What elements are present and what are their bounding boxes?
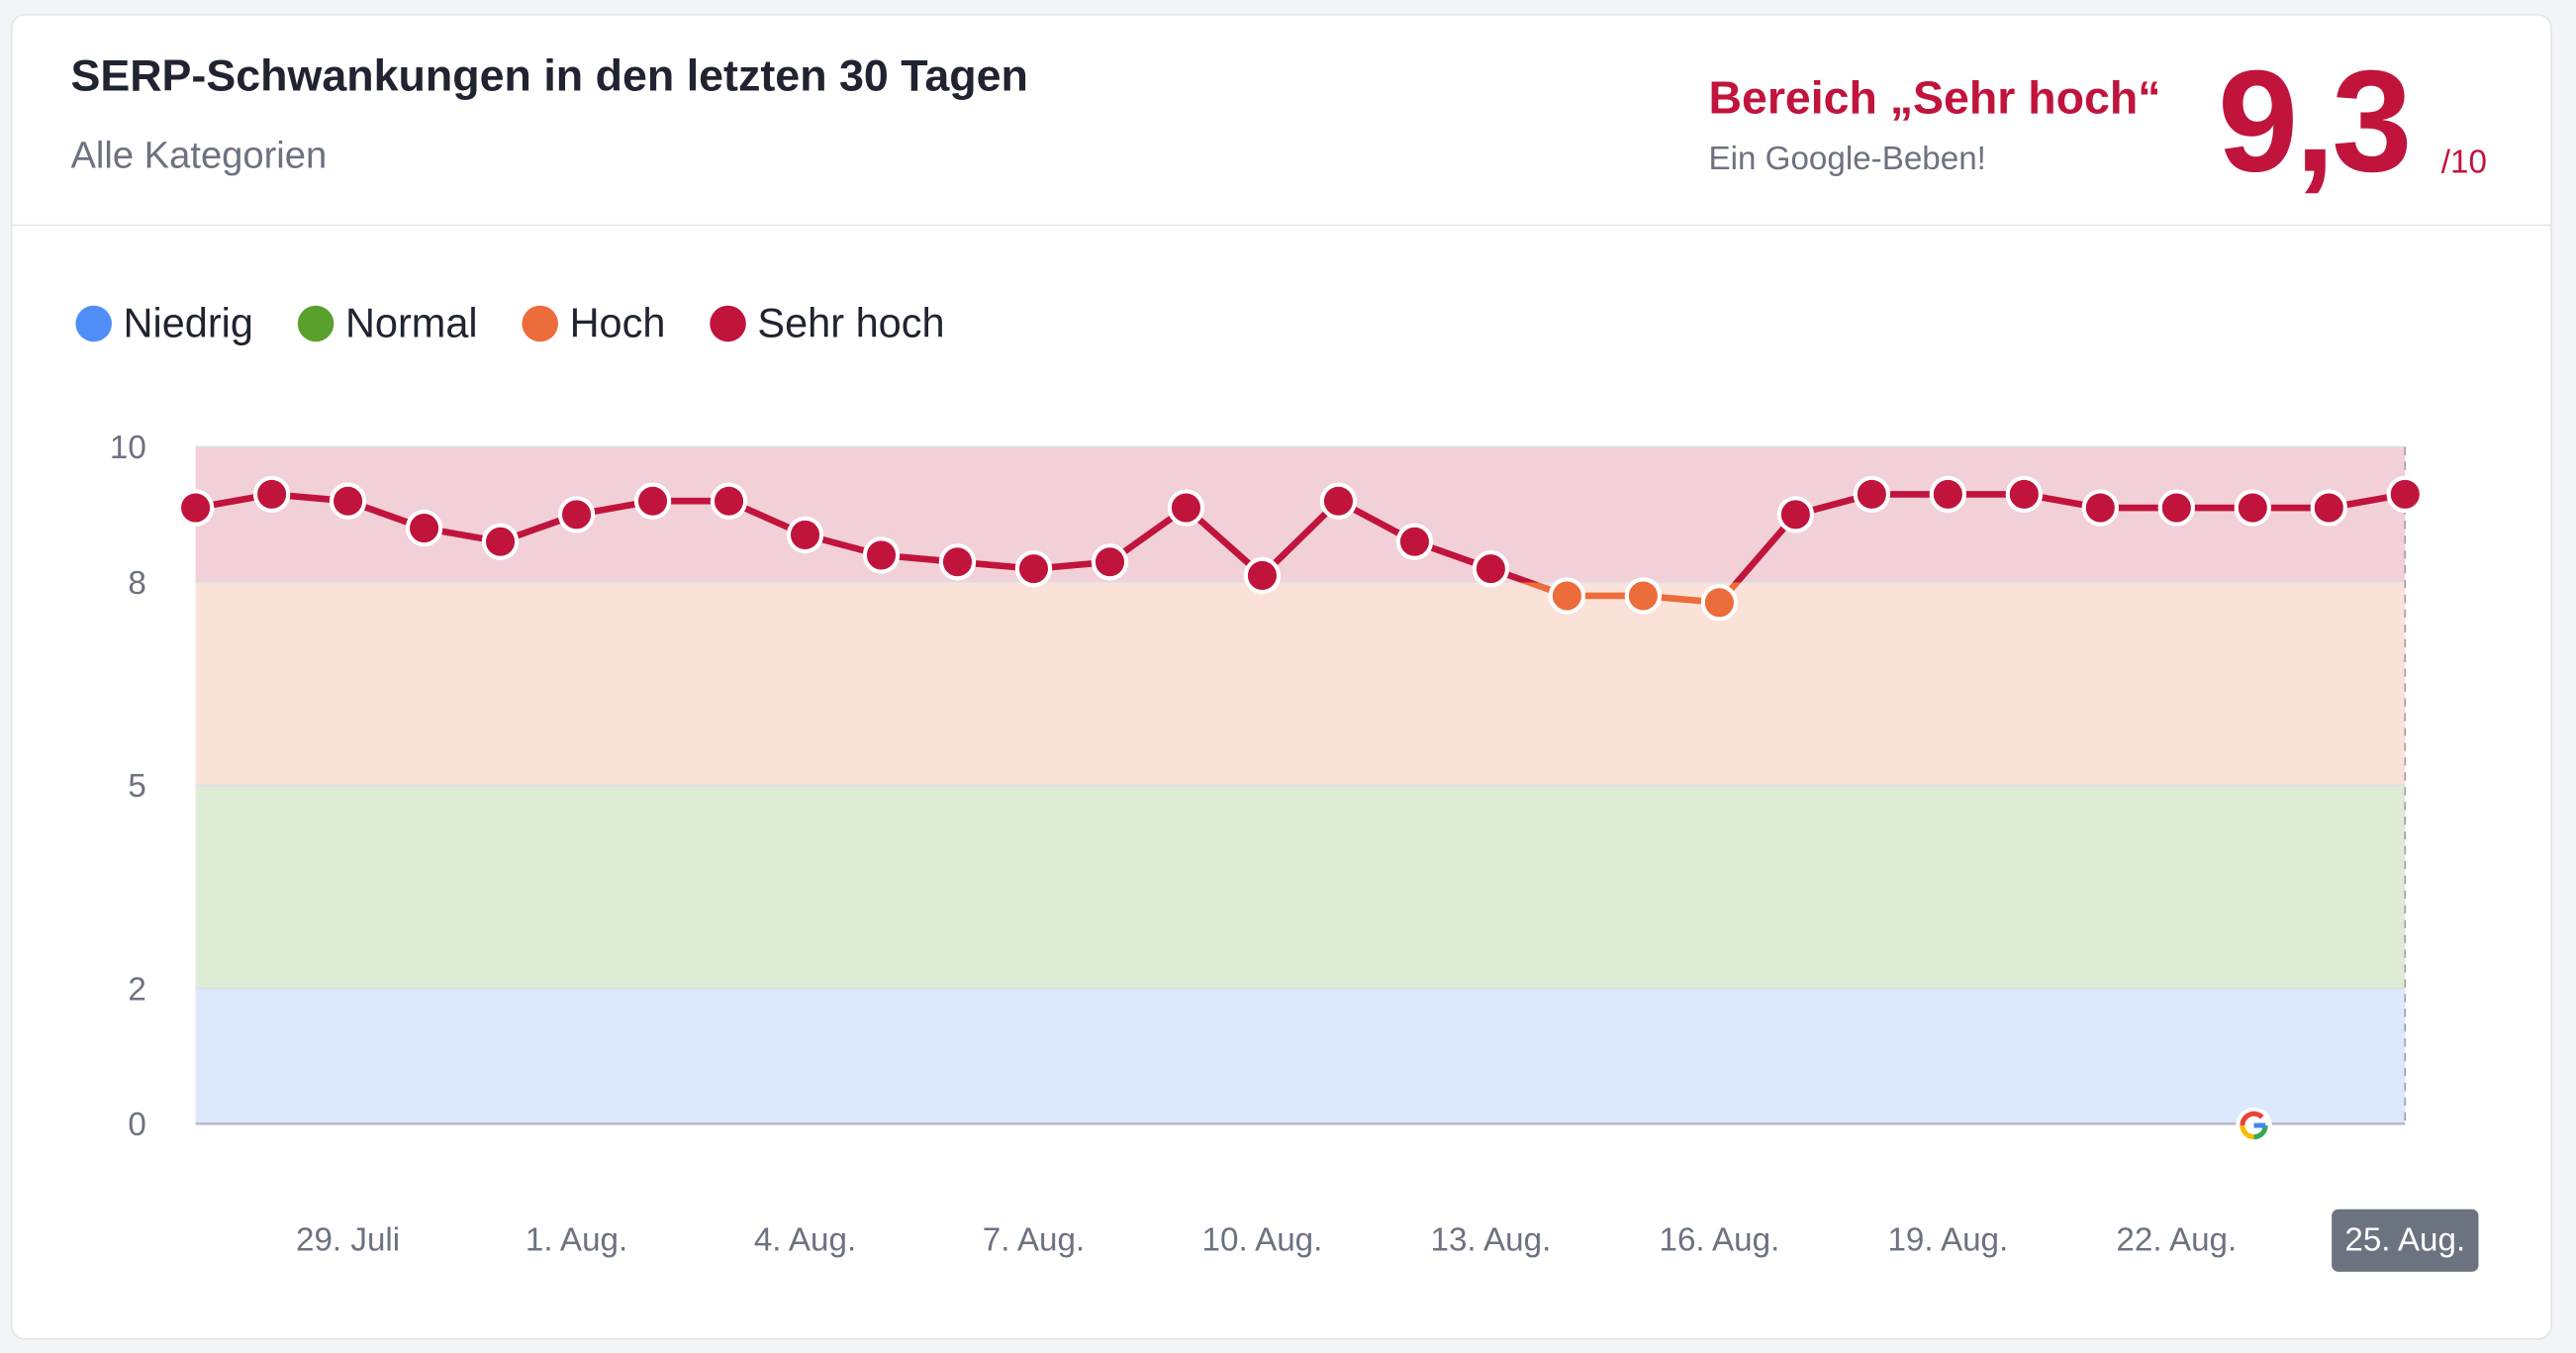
data-point — [481, 523, 520, 560]
data-point — [1167, 489, 1205, 527]
band — [195, 785, 2406, 989]
data-point — [405, 509, 443, 547]
google-icon — [2236, 1107, 2272, 1144]
data-point — [633, 482, 672, 520]
legend-label: Sehr hoch — [757, 299, 944, 345]
legend-label: Normal — [345, 299, 478, 345]
data-point — [2310, 489, 2347, 527]
legend-label: Hoch — [570, 299, 666, 345]
data-point — [1853, 475, 1891, 514]
score: 9,3 — [2218, 41, 2409, 202]
data-point — [710, 482, 748, 520]
data-point — [1395, 523, 1434, 560]
y-tick-label: 0 — [128, 1107, 145, 1143]
data-point — [938, 543, 977, 581]
band — [195, 988, 2406, 1124]
legend-marker — [297, 305, 334, 342]
x-tick-label: 13. Aug. — [1431, 1221, 1552, 1258]
x-tick-label: 4. Aug. — [754, 1221, 856, 1258]
x-tick-label: 19. Aug. — [1887, 1221, 2008, 1258]
card — [10, 14, 2552, 1340]
y-tick-label: 5 — [128, 768, 145, 805]
data-point — [2234, 489, 2271, 527]
legend-marker — [522, 305, 558, 342]
data-point — [1014, 549, 1053, 588]
data-point — [1776, 496, 1815, 533]
data-point — [1624, 577, 1663, 615]
x-tick-label: 16. Aug. — [1659, 1221, 1779, 1258]
x-tick-label: 7. Aug. — [983, 1221, 1085, 1258]
x-tick-label: 22. Aug. — [2116, 1221, 2237, 1258]
y-tick-label: 8 — [128, 565, 145, 602]
y-tick-label: 2 — [128, 971, 145, 1008]
data-point — [2386, 475, 2424, 514]
legend-marker — [75, 305, 112, 342]
data-point — [1319, 482, 1358, 520]
score-max: /10 — [2441, 144, 2487, 180]
data-point — [1929, 475, 1967, 514]
range-note: Ein Google-Beben! — [1708, 141, 1985, 177]
data-point — [862, 536, 901, 574]
data-point — [2157, 489, 2195, 527]
legend-marker — [710, 305, 746, 342]
subtitle: Alle Kategorien — [70, 134, 327, 176]
x-label-highlight — [2332, 1208, 2479, 1272]
x-tick-label: 1. Aug. — [525, 1221, 627, 1258]
data-point — [1243, 556, 1282, 595]
x-tick-label: 25. Aug. — [2344, 1221, 2465, 1258]
data-point — [1472, 549, 1510, 588]
x-tick-label: 10. Aug. — [1202, 1221, 1323, 1258]
data-point — [786, 516, 824, 554]
range-label: Bereich „Sehr hoch“ — [1708, 72, 2160, 124]
data-point — [1548, 577, 1586, 615]
x-tick-label: 29. Juli — [296, 1221, 400, 1258]
title: SERP-Schwankungen in den letzten 30 Tage… — [70, 50, 1027, 100]
data-point — [2081, 489, 2120, 527]
data-point — [1091, 543, 1129, 581]
data-point — [1700, 584, 1739, 622]
data-point — [2005, 475, 2044, 514]
y-tick-label: 10 — [110, 430, 146, 466]
data-point — [252, 475, 291, 514]
legend-label: Niedrig — [124, 299, 253, 345]
data-point — [329, 482, 367, 520]
band — [195, 582, 2406, 786]
data-point — [557, 496, 596, 533]
band — [195, 446, 2406, 583]
data-point — [176, 489, 215, 527]
